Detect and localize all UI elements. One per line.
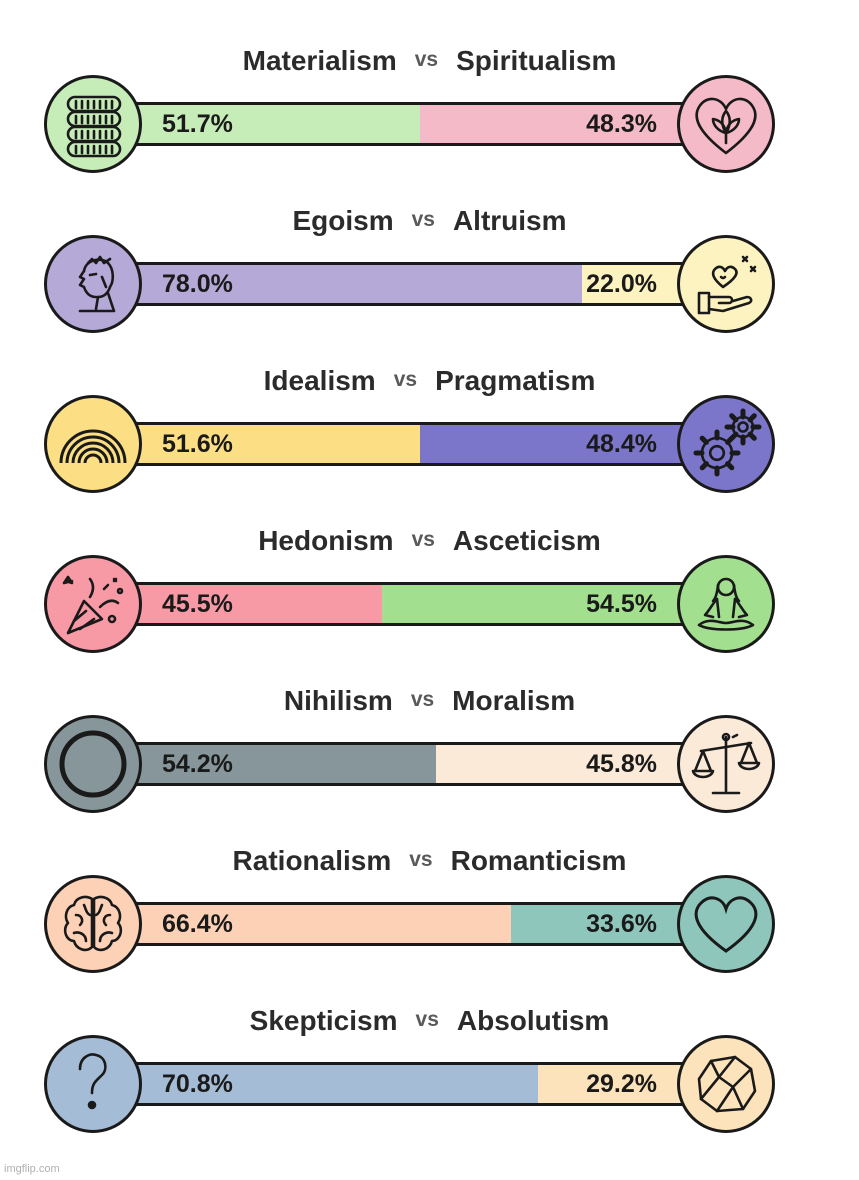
split-bar — [100, 102, 720, 146]
row-header: Nihilism vs Moralism — [0, 680, 859, 722]
right-label: Moralism — [452, 685, 576, 716]
portrait-sketch-icon — [44, 235, 142, 333]
comparison-row: Nihilism vs Moralism 54.2% 45.8% — [0, 680, 859, 840]
rock-icon — [677, 1035, 775, 1133]
right-label: Romanticism — [450, 845, 627, 876]
left-label: Rationalism — [232, 845, 392, 876]
left-label: Nihilism — [283, 685, 393, 716]
split-bar — [100, 422, 720, 466]
split-bar — [100, 1062, 720, 1106]
comparison-row: Skepticism vs Absolutism 70.8% 29.2% — [0, 1000, 859, 1160]
left-value-label: 70.8% — [162, 1070, 233, 1098]
vs-label: vs — [411, 208, 435, 231]
row-header: Materialism vs Spiritualism — [0, 40, 859, 82]
coin-stack-icon — [44, 75, 142, 173]
vs-label: vs — [410, 688, 435, 711]
row-header: Skepticism vs Absolutism — [0, 1000, 859, 1042]
left-value-label: 54.2% — [162, 750, 233, 778]
left-bar-segment — [103, 905, 511, 943]
right-bar-segment — [419, 425, 717, 463]
right-value-label: 29.2% — [586, 1070, 657, 1098]
right-bar-segment — [435, 745, 717, 783]
question-mark-icon — [44, 1035, 142, 1133]
vs-label: vs — [393, 368, 418, 391]
split-bar — [100, 742, 720, 786]
right-label: Asceticism — [452, 525, 601, 556]
empty-circle-icon — [44, 715, 142, 813]
left-label: Egoism — [292, 205, 394, 236]
comparison-row: Hedonism vs Asceticism 45.5% 54.5% — [0, 520, 859, 680]
right-value-label: 48.4% — [586, 430, 657, 458]
row-header: Idealism vs Pragmatism — [0, 360, 859, 402]
split-bar — [100, 582, 720, 626]
comparison-row: Materialism vs Spiritualism 51.7% 48.3% — [0, 40, 859, 200]
left-value-label: 51.7% — [162, 110, 233, 138]
meditation-icon — [677, 555, 775, 653]
left-bar-segment — [103, 585, 383, 623]
row-header: Rationalism vs Romanticism — [0, 840, 859, 882]
party-popper-icon — [44, 555, 142, 653]
right-value-label: 33.6% — [586, 910, 657, 938]
giving-hand-heart-icon — [677, 235, 775, 333]
rainbow-icon — [44, 395, 142, 493]
right-value-label: 48.3% — [586, 110, 657, 138]
left-bar-segment — [103, 265, 582, 303]
gears-icon — [677, 395, 775, 493]
left-bar-segment — [103, 1065, 538, 1103]
vs-label: vs — [409, 848, 433, 871]
vs-label: vs — [414, 48, 439, 71]
right-label: Altruism — [452, 205, 567, 236]
left-bar-segment — [103, 745, 436, 783]
left-label: Idealism — [263, 365, 376, 396]
heart-icon — [677, 875, 775, 973]
right-label: Spiritualism — [456, 45, 617, 76]
right-bar-segment — [382, 585, 717, 623]
comparison-row: Egoism vs Altruism 78.0% 22.0% — [0, 200, 859, 360]
comparison-row: Idealism vs Pragmatism 51.6% 48.4% — [0, 360, 859, 520]
right-value-label: 22.0% — [586, 270, 657, 298]
heart-flower-icon — [677, 75, 775, 173]
imgflip-watermark: imgflip.com — [4, 1163, 60, 1175]
vs-label: vs — [411, 528, 435, 551]
left-label: Skepticism — [249, 1005, 398, 1036]
right-value-label: 54.5% — [586, 590, 657, 618]
right-label: Absolutism — [456, 1005, 610, 1036]
left-bar-segment — [103, 105, 421, 143]
left-label: Materialism — [242, 45, 397, 76]
left-value-label: 66.4% — [162, 910, 233, 938]
right-label: Pragmatism — [435, 365, 596, 396]
row-header: Hedonism vs Asceticism — [0, 520, 859, 562]
brain-icon — [44, 875, 142, 973]
row-header: Egoism vs Altruism — [0, 200, 859, 242]
left-value-label: 78.0% — [162, 270, 233, 298]
right-bar-segment — [420, 105, 717, 143]
left-label: Hedonism — [258, 525, 394, 556]
vs-label: vs — [415, 1008, 439, 1031]
right-value-label: 45.8% — [586, 750, 657, 778]
balance-scale-icon — [677, 715, 775, 813]
left-bar-segment — [103, 425, 420, 463]
left-value-label: 51.6% — [162, 430, 233, 458]
left-value-label: 45.5% — [162, 590, 233, 618]
comparison-row: Rationalism vs Romanticism 66.4% 33.6% — [0, 840, 859, 1000]
